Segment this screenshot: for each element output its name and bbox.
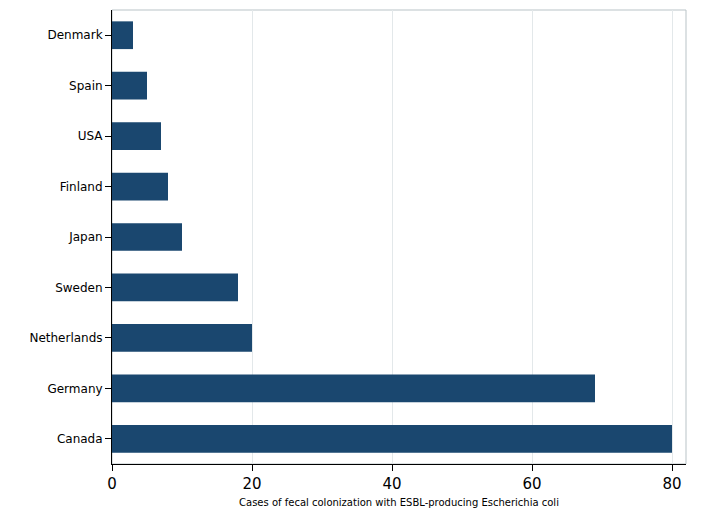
- svg-text:20: 20: [242, 475, 261, 493]
- svg-text:Japan: Japan: [68, 230, 102, 244]
- svg-text:Netherlands: Netherlands: [29, 331, 102, 345]
- svg-text:60: 60: [522, 475, 541, 493]
- svg-text:40: 40: [382, 475, 401, 493]
- svg-text:Denmark: Denmark: [47, 28, 102, 42]
- svg-text:Finland: Finland: [60, 180, 103, 194]
- svg-text:80: 80: [662, 475, 681, 493]
- svg-text:Sweden: Sweden: [55, 281, 102, 295]
- svg-text:USA: USA: [78, 129, 104, 143]
- svg-text:Germany: Germany: [47, 382, 102, 396]
- svg-text:Canada: Canada: [57, 432, 103, 446]
- svg-text:0: 0: [107, 475, 117, 493]
- svg-text:Cases of fecal colonization wi: Cases of fecal colonization with ESBL-pr…: [239, 497, 559, 508]
- svg-text:Spain: Spain: [69, 79, 103, 93]
